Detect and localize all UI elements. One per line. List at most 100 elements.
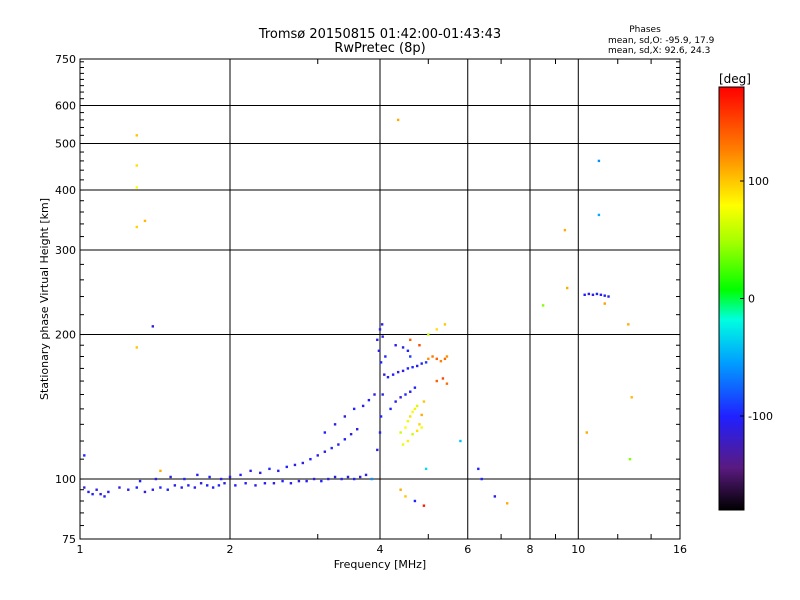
data-point [493, 495, 497, 498]
data-point [389, 407, 392, 411]
y-tick-labels: 75 100 200 300 400 500 600 750 [55, 53, 76, 546]
chart-title: Tromsø 20150815 01:42:00-01:43:43 [258, 27, 501, 42]
data-point [396, 370, 400, 374]
data-point [293, 463, 297, 467]
y-tick-label: 300 [55, 244, 76, 257]
data-point [107, 490, 110, 494]
data-point [159, 486, 162, 489]
x-tick-labels: 1 2 4 6 8 10 16 [77, 543, 688, 556]
data-point [459, 439, 462, 443]
data-point [599, 293, 603, 296]
data-point [435, 379, 438, 383]
data-point [211, 486, 215, 489]
x-tick-label: 2 [227, 543, 234, 556]
chart-subtitle: RwPretec (8p) [334, 41, 425, 56]
data-point [234, 484, 237, 487]
data-point [337, 443, 340, 446]
data-point [301, 461, 305, 465]
data-point [409, 338, 412, 342]
data-point [135, 164, 138, 167]
y-tick-label: 100 [55, 473, 76, 486]
data-point [254, 484, 257, 487]
x-axis-label: Frequency [MHz] [334, 558, 426, 571]
data-point [409, 355, 412, 358]
data-point [411, 365, 414, 369]
data-point [127, 488, 130, 491]
data-point [208, 475, 211, 479]
colorbar-tick-label: -100 [748, 410, 773, 423]
data-point [135, 486, 138, 489]
data-point [424, 361, 428, 364]
data-point [378, 328, 382, 331]
data-point [591, 293, 595, 296]
data-point [330, 446, 333, 450]
data-point [406, 419, 410, 423]
data-point [420, 426, 423, 429]
x-tick-label: 10 [571, 543, 585, 556]
data-point [413, 407, 417, 411]
data-point [333, 475, 337, 479]
data-point [420, 362, 423, 365]
data-point [199, 482, 203, 485]
data-point [394, 344, 397, 347]
data-point [415, 429, 419, 433]
data-point [415, 364, 419, 368]
data-point [443, 357, 447, 361]
data-point [135, 134, 138, 137]
data-point [409, 390, 412, 393]
data-point [323, 450, 327, 453]
x-tick-label: 6 [464, 543, 471, 556]
x-tick-label: 1 [77, 543, 84, 556]
data-point [364, 473, 368, 477]
data-point [427, 357, 430, 361]
data-point [505, 502, 509, 505]
data-point [431, 355, 434, 358]
data-point [583, 293, 586, 296]
data-point [99, 492, 102, 496]
data-point [135, 186, 138, 189]
data-point [367, 398, 371, 402]
data-point [244, 482, 247, 485]
data-point [83, 454, 86, 457]
data-point [399, 396, 402, 399]
data-point [277, 469, 280, 473]
data-point [118, 486, 121, 489]
data-point [384, 355, 387, 358]
data-point [378, 431, 382, 434]
data-point [401, 369, 405, 373]
data-point [422, 504, 426, 507]
y-tick-label: 500 [55, 138, 76, 151]
plot-layer [80, 59, 680, 539]
data-point [413, 386, 417, 389]
colorbar-label: [deg] [719, 72, 751, 86]
data-point [349, 432, 353, 436]
data-point [406, 367, 410, 370]
data-point [320, 479, 323, 483]
data-point [597, 159, 601, 163]
data-point [630, 396, 633, 399]
data-point [352, 477, 356, 481]
x-tick-label: 4 [377, 543, 384, 556]
data-point [281, 479, 284, 483]
data-point [411, 410, 414, 414]
colorbar-tick-label: 0 [748, 293, 755, 306]
data-point [380, 323, 384, 326]
data-point [187, 484, 190, 487]
data-point [340, 477, 343, 481]
data-point [441, 377, 445, 380]
data-point [427, 333, 430, 336]
data-point [151, 325, 155, 328]
data-point [228, 475, 232, 479]
data-point [259, 471, 262, 475]
data-point [355, 428, 359, 431]
data-point [373, 393, 376, 396]
data-point [135, 225, 138, 229]
data-point [399, 488, 402, 491]
data-point [173, 484, 177, 487]
data-point [223, 482, 226, 485]
data-point [406, 439, 410, 443]
data-point [383, 373, 386, 376]
data-point [418, 344, 421, 347]
data-point [239, 473, 242, 477]
